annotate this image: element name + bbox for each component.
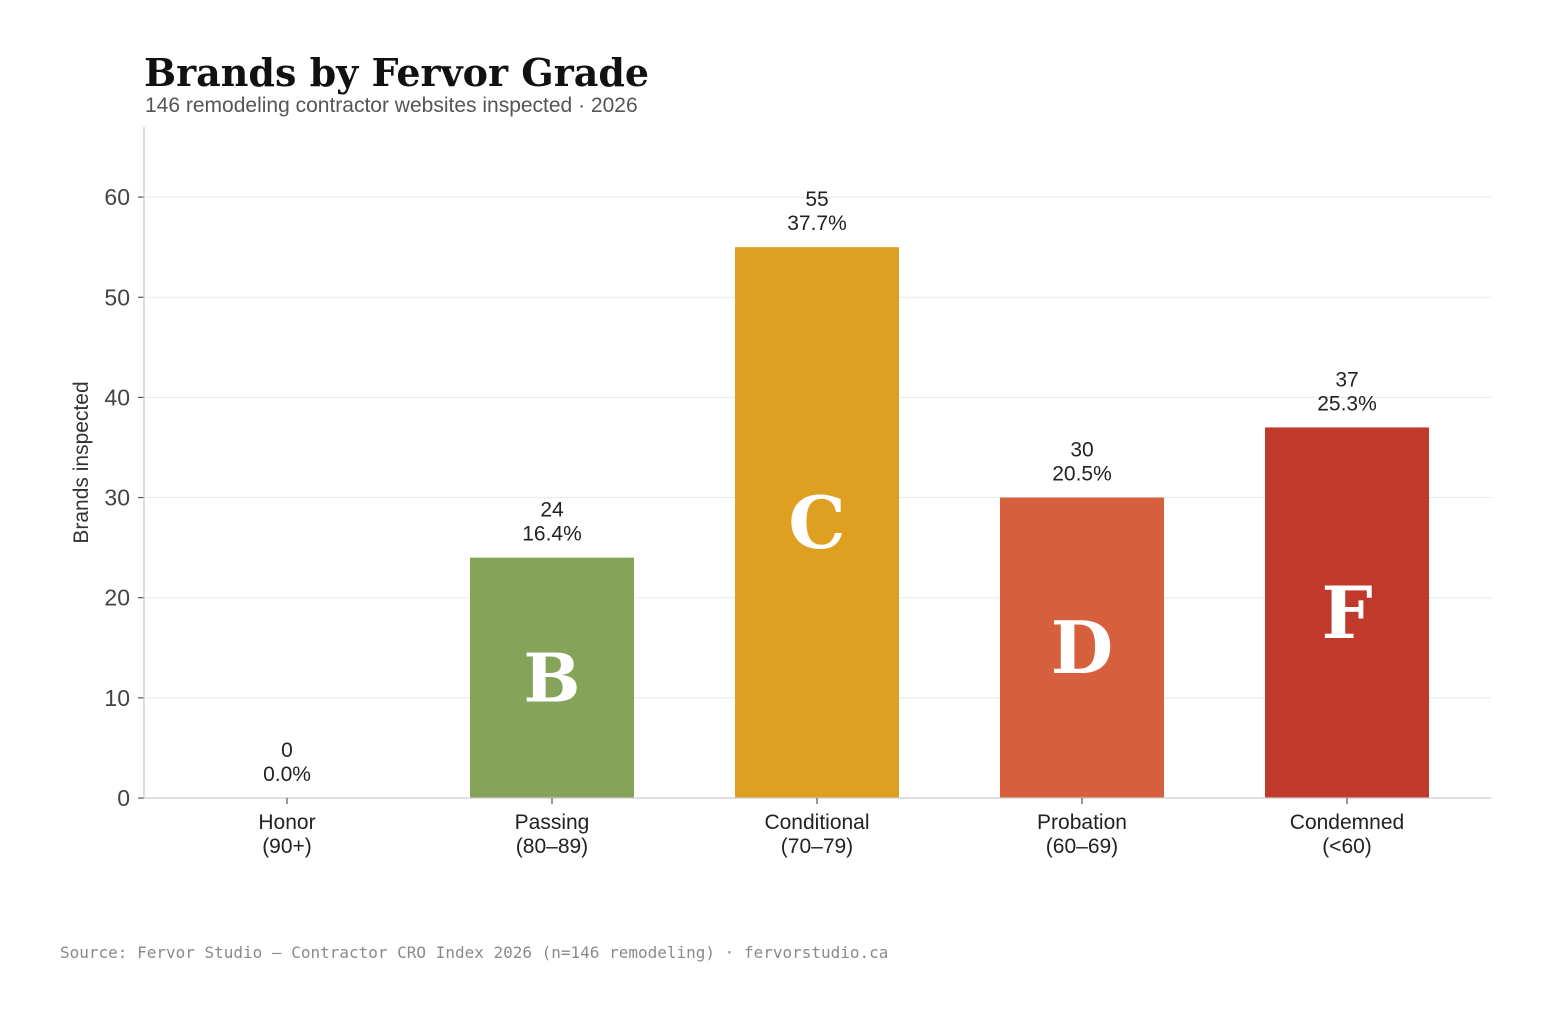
x-tick-label: Honor	[258, 811, 315, 834]
data-label-percent: 16.4%	[522, 523, 582, 546]
data-label-percent: 20.5%	[1052, 463, 1112, 486]
grade-letter: D	[1051, 605, 1113, 690]
x-tick-range-label: (80–89)	[516, 835, 588, 858]
x-tick-label: Probation	[1037, 811, 1127, 834]
grade-letter: C	[788, 480, 845, 565]
bars	[470, 247, 1429, 799]
y-tick-label: 20	[104, 585, 130, 611]
bar	[470, 557, 634, 798]
chart-subtitle: 146 remodeling contractor websites inspe…	[145, 94, 638, 117]
x-tick-label: Condemned	[1290, 811, 1404, 834]
y-tick-label: 0	[117, 785, 130, 811]
grade-letter: B	[524, 638, 581, 717]
y-tick-label: 40	[104, 384, 130, 410]
data-label-percent: 37.7%	[787, 212, 847, 235]
x-tick-range-label: (60–69)	[1046, 835, 1118, 858]
bar	[735, 247, 899, 799]
chart-title: Brands by Fervor Grade	[144, 50, 650, 95]
x-tick-range-label: (90+)	[262, 835, 312, 858]
data-label-percent: 0.0%	[263, 763, 311, 786]
y-tick-label: 50	[104, 284, 130, 310]
data-label-count: 55	[805, 188, 828, 211]
y-axis-label: Brands inspected	[70, 381, 93, 543]
y-tick-label: 60	[104, 184, 130, 210]
y-tick-label: 10	[104, 685, 130, 711]
data-label-count: 30	[1070, 439, 1093, 462]
grade-letter: F	[1321, 570, 1372, 655]
data-label-count: 24	[540, 499, 564, 522]
y-tick-label: 30	[104, 485, 130, 511]
source-note: Source: Fervor Studio — Contractor CRO I…	[60, 943, 889, 962]
x-tick-label: Conditional	[764, 811, 869, 834]
bar	[1000, 497, 1164, 798]
x-tick-range-label: (<60)	[1322, 835, 1372, 858]
bar	[1265, 427, 1429, 798]
data-label-count: 0	[281, 739, 293, 762]
x-tick-label: Passing	[515, 811, 590, 834]
data-label-count: 37	[1335, 368, 1358, 391]
axes: 0 10 20 30 40 50 60 Brands inspected	[70, 127, 1491, 811]
x-tick-range-label: (70–79)	[781, 835, 853, 858]
data-label-percent: 25.3%	[1317, 392, 1377, 415]
